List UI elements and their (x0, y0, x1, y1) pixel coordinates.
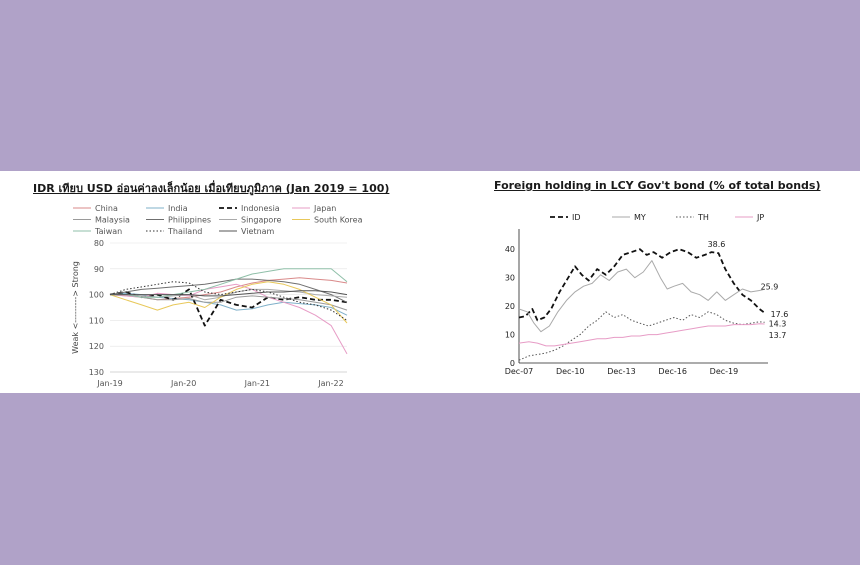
right-chart-title: Foreign holding in LCY Gov't bond (% of … (494, 179, 821, 192)
y-tick-label: 110 (89, 316, 104, 325)
series-line-th (518, 311, 765, 361)
legend-label-malaysia: Malaysia (95, 216, 130, 225)
x-tick-label: Dec-10 (556, 367, 585, 376)
legend-label-india: India (168, 204, 188, 213)
legend-label-vietnam: Vietnam (241, 227, 275, 236)
y-tick-label: 0 (510, 359, 515, 368)
legend-label-th: TH (697, 213, 709, 222)
y-tick-label: 130 (89, 368, 104, 377)
foreign-holding-chart: ID MY TH JP 0 10 20 30 40 Dec-07 Dec-10 Dec-13 Dec-1… (505, 213, 789, 376)
y-tick-label: 100 (89, 291, 104, 300)
y-axis-label: Weak <---------> Strong (71, 261, 80, 354)
legend-label-jp: JP (756, 213, 764, 222)
x-tick-label: Dec-19 (710, 367, 739, 376)
legend-label-taiwan: Taiwan (94, 227, 122, 236)
y-tick-label: 80 (94, 239, 104, 248)
legend-label-japan: Japan (313, 204, 336, 213)
x-tick-label: Jan-21 (244, 379, 270, 388)
legend-label-china: China (95, 204, 118, 213)
legend-label-philippines: Philippines (168, 216, 211, 225)
series-line-taiwan (110, 268, 348, 298)
end-label-th: 14.3 (769, 319, 787, 328)
y-tick-label: 10 (505, 331, 515, 340)
x-tick-label: Dec-13 (607, 367, 636, 376)
legend-label-singapore: Singapore (241, 216, 281, 225)
series-line-my (518, 260, 765, 333)
series-line-philippines (109, 278, 348, 303)
end-label-my: 25.9 (761, 282, 779, 291)
y-tick-label: 30 (505, 274, 515, 283)
legend-label-thailand: Thailand (167, 227, 202, 236)
series-line-vietnam (110, 290, 348, 297)
y-tick-label: 40 (505, 245, 515, 254)
end-label-jp: 13.7 (769, 331, 787, 340)
y-tick-label: 120 (89, 342, 104, 351)
legend-label-id: ID (572, 213, 581, 222)
chart-panel: IDR เทียบ USD อ่อนค่าลงเล็กน้อย เมื่อเที… (0, 171, 860, 393)
x-tick-label: Jan-19 (96, 379, 122, 388)
end-label-id: 17.6 (771, 310, 789, 319)
series-line-indonesia (109, 288, 348, 327)
series-line-thailand (109, 281, 348, 321)
series-line-japan (109, 283, 348, 355)
y-tick-label: 20 (505, 302, 515, 311)
peak-label: 38.6 (708, 240, 726, 249)
series-line-jp (518, 323, 765, 347)
series-line-malaysia (110, 294, 348, 311)
x-tick-label: Jan-20 (170, 379, 196, 388)
legend-label-indonesia: Indonesia (241, 204, 280, 213)
series-line-id (518, 248, 766, 322)
legend-label-my: MY (634, 213, 646, 222)
left-chart-title: IDR เทียบ USD อ่อนค่าลงเล็กน้อย เมื่อเที… (33, 182, 390, 195)
x-tick-label: Dec-16 (658, 367, 687, 376)
y-tick-label: 90 (94, 265, 104, 274)
legend-label-south-korea: South Korea (314, 216, 363, 225)
idr-vs-usd-chart: China India Indonesia Japan Malaysia Philippi… (71, 204, 363, 388)
x-tick-label: Jan-22 (317, 379, 343, 388)
x-tick-label: Dec-07 (505, 367, 534, 376)
